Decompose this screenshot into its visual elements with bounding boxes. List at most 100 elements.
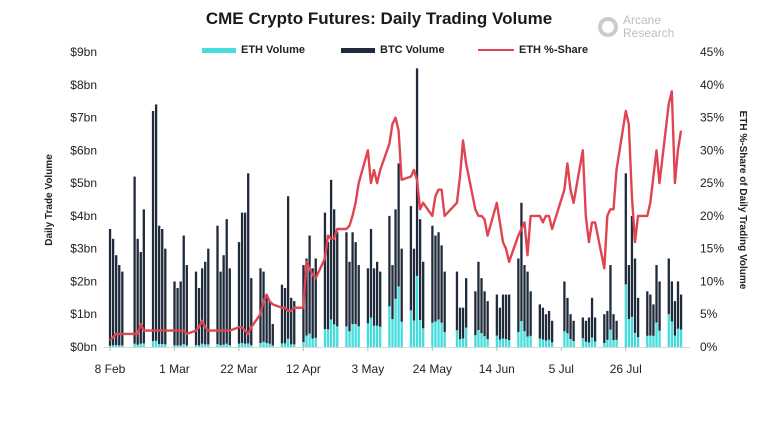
btc-bar bbox=[204, 261, 207, 345]
eth-bar bbox=[538, 338, 541, 347]
eth-bar bbox=[388, 306, 391, 347]
eth-bar bbox=[443, 331, 446, 347]
btc-bar bbox=[293, 301, 296, 345]
btc-bar bbox=[247, 173, 250, 344]
btc-bar bbox=[201, 268, 204, 344]
y2-tick-label: 30% bbox=[700, 143, 724, 157]
eth-bar bbox=[357, 326, 360, 347]
btc-bar bbox=[461, 307, 465, 339]
eth-bar bbox=[658, 330, 661, 347]
btc-bar bbox=[314, 258, 317, 338]
btc-bar bbox=[541, 307, 545, 340]
btc-bar bbox=[584, 320, 588, 342]
eth-bar bbox=[185, 345, 188, 347]
btc-bar bbox=[133, 176, 136, 344]
btc-bar bbox=[366, 268, 370, 324]
btc-bar bbox=[627, 265, 631, 320]
btc-bar bbox=[397, 163, 400, 287]
btc-bar bbox=[161, 229, 164, 345]
btc-bar bbox=[563, 281, 566, 332]
legend-btc-volume: BTC Volume bbox=[341, 44, 445, 56]
btc-bar bbox=[259, 268, 262, 344]
btc-bar bbox=[271, 324, 274, 346]
btc-bar bbox=[526, 271, 529, 337]
y-axis-right: 0% 5% 10% 15% 20% 25% 30% 35% 40% 45% bbox=[700, 45, 724, 354]
eth-bar bbox=[136, 344, 139, 347]
eth-bar bbox=[286, 338, 290, 347]
btc-bar bbox=[646, 291, 649, 336]
btc-bar bbox=[268, 301, 271, 344]
eth-bar bbox=[283, 343, 287, 347]
btc-bar bbox=[207, 248, 210, 345]
eth-bar bbox=[158, 344, 161, 347]
btc-bar bbox=[290, 297, 293, 345]
y2-tick-label: 20% bbox=[700, 209, 724, 223]
x-tick-label: 12 Apr bbox=[286, 362, 321, 376]
y2-tick-label: 45% bbox=[700, 45, 724, 59]
btc-bar bbox=[590, 297, 594, 338]
eth-bar bbox=[375, 325, 379, 347]
eth-bar bbox=[201, 343, 204, 347]
eth-bar bbox=[139, 343, 142, 347]
eth-bar bbox=[550, 342, 554, 347]
btc-bar bbox=[280, 284, 284, 344]
eth-bar bbox=[250, 345, 253, 347]
eth-bar bbox=[225, 343, 228, 347]
x-tick-label: 1 Mar bbox=[159, 362, 190, 376]
btc-bar bbox=[443, 271, 446, 332]
eth-bar bbox=[649, 335, 652, 347]
eth-bar bbox=[108, 345, 112, 347]
eth-bar bbox=[115, 345, 118, 347]
btc-bar bbox=[240, 212, 244, 344]
btc-bar bbox=[587, 317, 591, 343]
eth-bar bbox=[415, 275, 419, 347]
btc-swatch bbox=[341, 47, 375, 53]
eth-bar bbox=[474, 335, 477, 347]
x-tick-label: 22 Mar bbox=[220, 362, 257, 376]
btc-bar bbox=[581, 317, 584, 339]
x-tick-label: 3 May bbox=[352, 362, 385, 376]
btc-bar bbox=[158, 225, 161, 345]
btc-bar bbox=[323, 212, 327, 329]
btc-bar bbox=[523, 265, 526, 332]
btc-bar bbox=[121, 271, 124, 346]
eth-bar bbox=[652, 335, 655, 347]
eth-bar bbox=[495, 335, 499, 347]
btc-bar bbox=[495, 294, 499, 336]
eth-bar bbox=[483, 336, 486, 347]
eth-bar bbox=[572, 341, 575, 347]
btc-bar bbox=[624, 173, 627, 285]
eth-bar bbox=[237, 343, 241, 347]
btc-bar bbox=[550, 320, 554, 343]
eth-bar bbox=[526, 336, 529, 347]
btc-bar bbox=[118, 265, 121, 346]
btc-bar bbox=[228, 268, 231, 346]
eth-bar bbox=[412, 320, 416, 347]
y-axis-left: $0bn $1bn $2bn $3bn $4bn $5bn $6bn $7bn $8bn $9bn bbox=[70, 45, 97, 354]
eth-bar bbox=[154, 340, 158, 347]
eth-bar bbox=[422, 328, 425, 347]
btc-bar bbox=[329, 179, 333, 320]
btc-bar bbox=[115, 255, 118, 346]
eth-bar bbox=[351, 324, 354, 347]
btc-bar bbox=[415, 68, 419, 276]
y-axis-label: Daily Trade Volume bbox=[44, 154, 55, 246]
chart-title: CME Crypto Futures: Daily Trading Volume bbox=[205, 9, 553, 28]
btc-bar bbox=[630, 215, 634, 317]
eth-bar bbox=[667, 314, 670, 347]
btc-bar bbox=[111, 238, 115, 346]
btc-bar bbox=[164, 248, 167, 345]
btc-bar bbox=[219, 271, 222, 346]
eth-bar bbox=[240, 343, 244, 347]
eth-bar bbox=[434, 321, 437, 347]
eth-bar bbox=[118, 345, 121, 347]
y2-axis-label: ETH %-Share of Daily Trading Volume bbox=[737, 111, 748, 290]
x-tick-label: 5 Jul bbox=[549, 362, 574, 376]
btc-bar bbox=[265, 297, 268, 344]
eth-bar bbox=[504, 339, 508, 347]
eth-bar bbox=[566, 333, 569, 347]
eth-bar bbox=[369, 317, 373, 347]
btc-bar bbox=[483, 291, 486, 337]
eth-bar bbox=[477, 329, 480, 347]
btc-bar bbox=[412, 248, 416, 321]
